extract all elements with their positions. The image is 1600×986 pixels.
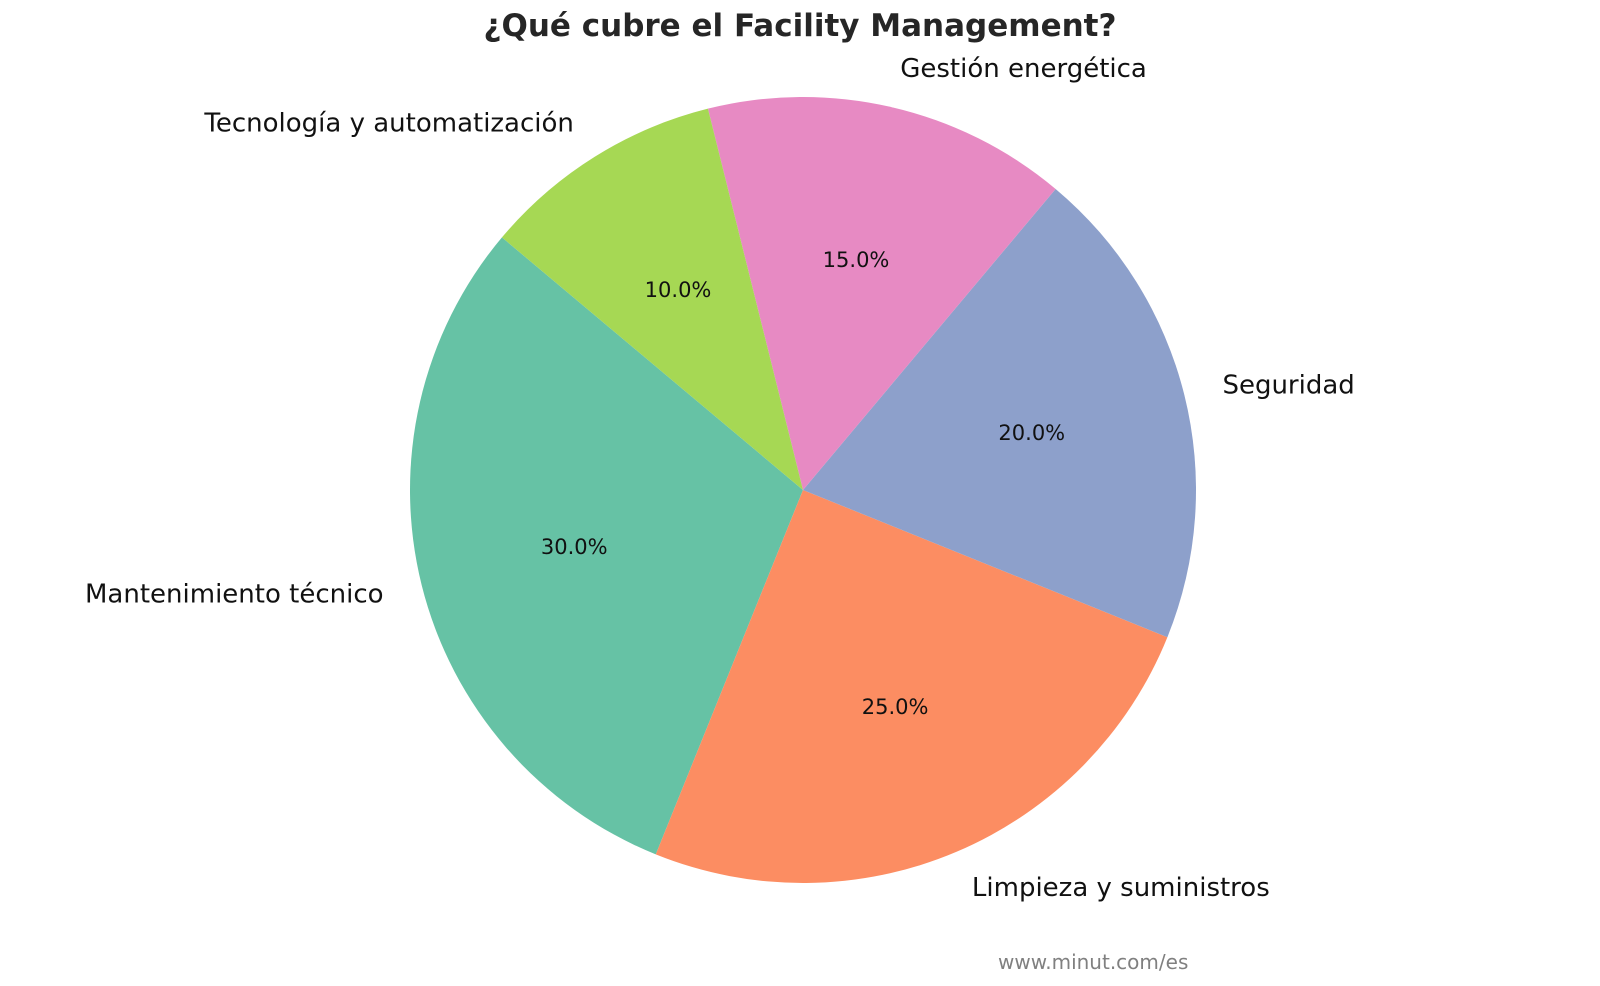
- pie-slice-5: [501, 108, 803, 491]
- slice-label-2: Limpieza y suministros: [972, 873, 1270, 903]
- slice-label-1: Mantenimiento técnico: [85, 580, 384, 610]
- slice-labels: Mantenimiento técnico Limpieza y suminist…: [85, 54, 1355, 903]
- pie-slice-2: [655, 490, 1168, 883]
- percent-label-3: 20.0%: [998, 421, 1065, 445]
- watermark: www.minut.com/es: [998, 950, 1189, 974]
- pie-slices: [409, 97, 1196, 883]
- slice-label-4: Gestión energética: [900, 54, 1147, 84]
- slice-label-3: Seguridad: [1222, 370, 1354, 400]
- chart-title: ¿Qué cubre el Facility Management?: [483, 8, 1117, 44]
- percent-label-1: 30.0%: [541, 535, 608, 559]
- percent-label-5: 10.0%: [645, 278, 712, 302]
- pie-slice-4: [707, 97, 1056, 491]
- percent-label-4: 15.0%: [823, 248, 890, 272]
- pie-slice-1: [409, 237, 803, 855]
- pie-slice-3: [803, 188, 1196, 638]
- percent-label-2: 25.0%: [862, 695, 929, 719]
- slice-label-5: Tecnología y automatización: [203, 108, 574, 138]
- percent-labels: 30.0% 25.0% 20.0% 15.0% 10.0%: [541, 248, 1065, 719]
